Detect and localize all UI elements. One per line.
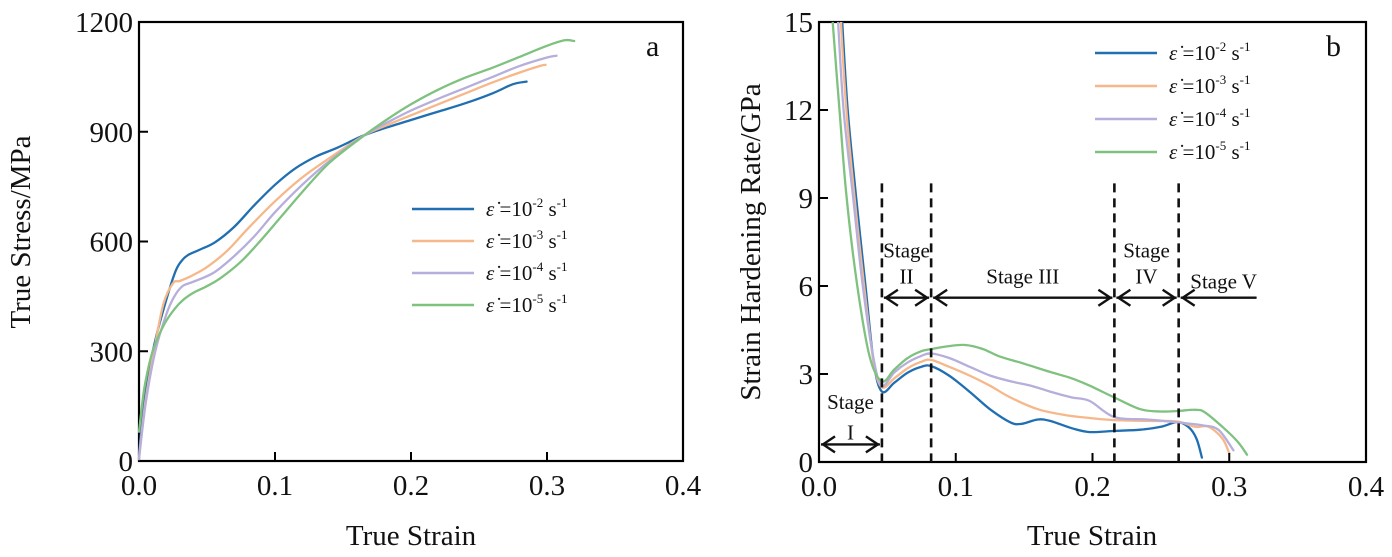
arrow-head-right xyxy=(914,288,930,307)
legend-label: ε̇ =10-3 s-1 xyxy=(486,227,568,253)
y-axis-label: Strain Hardening Rate/GPa xyxy=(735,83,767,400)
legend-label: ε̇ =10-5 s-1 xyxy=(1169,138,1251,164)
x-tick-label: 0.1 xyxy=(257,470,293,502)
panel-letter: b xyxy=(1326,30,1341,63)
arrow-head-left xyxy=(932,288,948,307)
series-line-4 xyxy=(831,22,1249,456)
legend: ε̇ =10-2 s-1 ε̇ =10-3 s-1 ε̇ =10-4 s-1 ε̇ =… xyxy=(412,195,568,317)
y-tick-label: 600 xyxy=(90,227,134,259)
stage-label: I xyxy=(847,420,854,444)
x-tick-label: 0.2 xyxy=(393,470,429,502)
series-line-3 xyxy=(137,54,558,461)
legend: ε̇ =10-2 s-1 ε̇ =10-3 s-1 ε̇ =10-4 s-1 ε̇ =… xyxy=(1095,39,1251,164)
arrow-head-left xyxy=(883,288,899,307)
panel-letter: a xyxy=(646,30,659,63)
arrow-head-left xyxy=(1180,288,1196,307)
arrow-head-left xyxy=(1116,288,1132,307)
legend-label: ε̇ =10-3 s-1 xyxy=(1169,72,1251,98)
stage-label: Stage xyxy=(883,239,930,263)
arrow-head-left xyxy=(820,435,836,454)
y-tick-label: 3 xyxy=(799,359,814,391)
x-tick-label: 0.4 xyxy=(1348,471,1385,503)
y-tick-label: 300 xyxy=(90,336,134,368)
series-group xyxy=(831,22,1249,459)
y-axis-label: True Stress/MPa xyxy=(5,135,37,328)
series-line-2 xyxy=(137,63,547,459)
legend-label: ε̇ =10-4 s-1 xyxy=(1169,105,1251,131)
x-tick-label: 0.1 xyxy=(938,471,974,503)
y-tick-label: 9 xyxy=(799,183,814,215)
legend-label: ε̇ =10-5 s-1 xyxy=(486,291,568,317)
plot-frame xyxy=(137,20,685,463)
stage-label: IV xyxy=(1135,265,1157,289)
legend-label: ε̇ =10-4 s-1 xyxy=(486,259,568,285)
stage-label: Stage xyxy=(1123,239,1170,263)
stress-strain-chart: 0.0 0.1 0.2 0.3 0.4 0 300 600 900 1200 a True Str… xyxy=(5,7,702,552)
y-tick-label: 6 xyxy=(799,271,814,303)
x-tick-label: 0.0 xyxy=(801,471,837,503)
axis-ticks: 0.0 0.1 0.2 0.3 0.4 0 3 6 9 12 15 xyxy=(784,7,1385,503)
x-tick-label: 0.0 xyxy=(121,470,157,502)
arrow-head-right xyxy=(865,435,881,454)
x-axis-label: True Strain xyxy=(1027,520,1158,552)
axis-ticks: 0.0 0.1 0.2 0.3 0.4 0 300 600 900 1200 xyxy=(75,7,702,502)
arrow-head-right xyxy=(1097,288,1113,307)
x-tick-label: 0.3 xyxy=(529,470,565,502)
arrow-head-right xyxy=(1161,288,1177,307)
stage-label: Stage V xyxy=(1190,270,1257,294)
y-tick-label: 0 xyxy=(119,446,134,478)
series-line-2 xyxy=(839,22,1231,455)
legend-label: ε̇ =10-2 s-1 xyxy=(486,195,568,221)
stage-label: II xyxy=(900,265,914,289)
x-tick-label: 0.4 xyxy=(665,470,702,502)
series-line-4 xyxy=(137,38,576,433)
x-axis-label: True Strain xyxy=(346,520,477,552)
y-tick-label: 900 xyxy=(90,117,134,149)
series-line-3 xyxy=(836,22,1235,452)
stage-label: Stage III xyxy=(986,265,1059,289)
stage-label: Stage xyxy=(827,390,874,414)
y-tick-label: 1200 xyxy=(75,7,133,39)
series-line-1 xyxy=(841,22,1204,459)
x-tick-label: 0.2 xyxy=(1074,471,1110,503)
x-tick-label: 0.3 xyxy=(1211,471,1247,503)
legend-label: ε̇ =10-2 s-1 xyxy=(1169,39,1251,65)
y-tick-label: 0 xyxy=(799,447,814,479)
series-group xyxy=(137,38,576,461)
y-tick-label: 15 xyxy=(784,7,813,39)
y-tick-label: 12 xyxy=(784,95,813,127)
series-line-1 xyxy=(137,80,528,455)
